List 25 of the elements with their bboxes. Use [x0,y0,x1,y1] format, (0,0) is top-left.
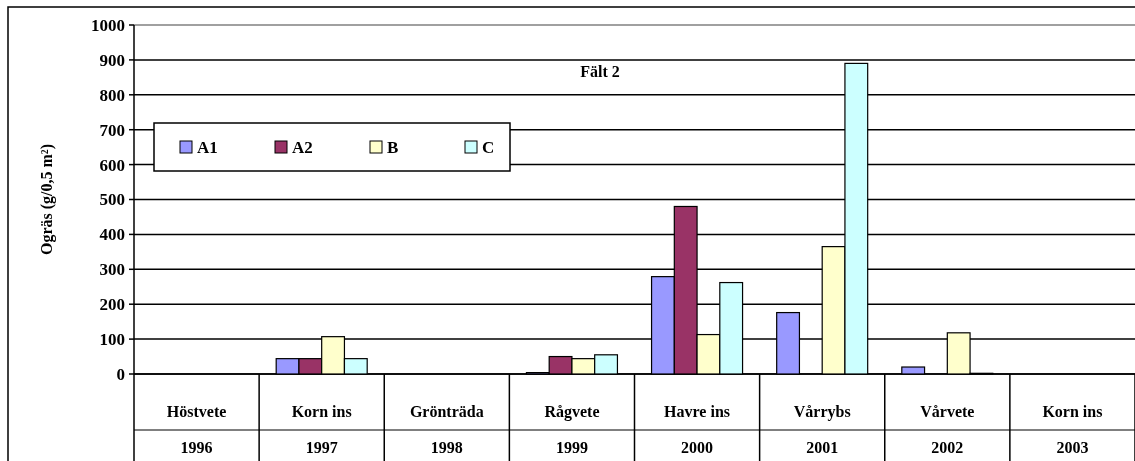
y-tick-label: 600 [99,155,125,175]
x-tick-label: Vårrybs 2001 [793,403,851,456]
x-tick-label: Vårvete 2002 [920,403,975,456]
text: Fält 2 [580,63,620,80]
x-tick-label: Grönträda 1998 [409,403,484,456]
y-tick-label: 100 [99,330,125,350]
y-tick-label: 300 [99,260,125,280]
legend-label: A1 [197,138,218,157]
x-tick-label: Höstvete 1996 [166,403,227,456]
y-tick-label: 800 [99,85,125,105]
y-tick-label: 900 [99,50,125,70]
y-tick-label: 700 [99,120,125,140]
y-axis-title: Ogräs (g/0,5 m²) [38,144,56,255]
y-tick-label: 200 [99,295,125,315]
x-tick-label: Korn ins 1997 [291,403,352,456]
x-tick-label: Korn ins 2003 [1042,403,1103,456]
y-tick-label: 500 [99,190,125,210]
legend-label: C [482,138,495,157]
legend-label: A2 [292,138,313,157]
y-tick-label: 0 [116,364,125,384]
x-tick-label: Rågvete 1999 [544,403,600,456]
x-tick-label: Havre ins 2000 [664,403,731,456]
y-tick-label: 1000 [91,15,125,35]
y-tick-label: 400 [99,225,125,245]
legend-label: B [387,138,399,157]
